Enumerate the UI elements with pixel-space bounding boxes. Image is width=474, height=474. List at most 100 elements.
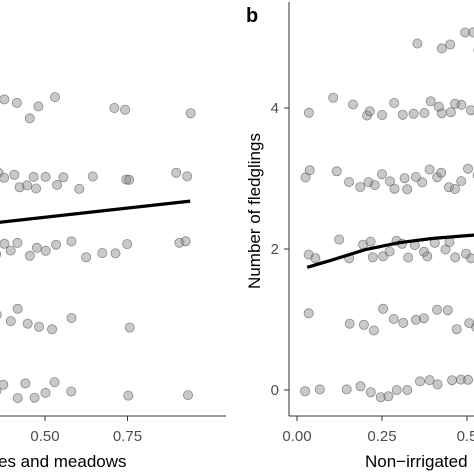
- scatter-point: [81, 252, 92, 263]
- panel-a-x-axis-title: es and meadows: [0, 452, 127, 471]
- panel-a-fit-line: [0, 199, 191, 224]
- scatter-point: [445, 39, 456, 50]
- scatter-point: [424, 164, 435, 175]
- scatter-point: [49, 377, 60, 388]
- panel-a: 0.50 0.75 es and meadows: [0, 92, 226, 471]
- scatter-point: [414, 376, 425, 387]
- panel-b-y-tick-label: 2: [271, 241, 279, 258]
- scatter-point: [14, 182, 25, 193]
- panel-b: b 0 2 4 0.00 0.25 0.5 Number of fledglings N…: [245, 2, 474, 471]
- scatter-point: [51, 239, 62, 250]
- scatter-point: [31, 183, 42, 194]
- scatter-point: [0, 250, 2, 258]
- scatter-point: [66, 386, 77, 397]
- scatter-point: [5, 245, 16, 256]
- scatter-point: [384, 176, 395, 187]
- panel-b-y-axis-title: Number of fledglings: [245, 133, 264, 289]
- scatter-point: [383, 391, 394, 402]
- scatter-point: [303, 107, 314, 118]
- scatter-point: [412, 38, 423, 49]
- scatter-point: [171, 167, 182, 178]
- scatter-point: [34, 321, 45, 332]
- scatter-point: [402, 384, 413, 395]
- scatter-point: [12, 393, 23, 404]
- scatter-point: [369, 180, 380, 191]
- scatter-point: [28, 171, 39, 182]
- scatter-point: [377, 110, 388, 121]
- scatter-point: [124, 322, 135, 333]
- scatter-point: [50, 92, 61, 103]
- scatter-point: [432, 379, 443, 390]
- scatter-point: [403, 252, 414, 263]
- scatter-point: [364, 106, 375, 117]
- scatter-point: [110, 248, 121, 259]
- scatter-point: [12, 303, 23, 314]
- scatter-point: [29, 392, 40, 403]
- panel-a-x-tick-label: 0.75: [113, 428, 142, 445]
- scatter-point: [31, 242, 42, 253]
- scatter-point: [408, 108, 419, 119]
- scatter-point: [304, 165, 315, 176]
- scatter-point: [303, 308, 314, 319]
- scatter-point: [185, 108, 196, 119]
- scatter-point: [180, 236, 191, 247]
- scatter-point: [417, 177, 428, 188]
- scatter-point: [124, 174, 135, 185]
- scatter-point: [40, 171, 51, 182]
- panel-b-x-ticks: 0.00 0.25 0.5: [282, 416, 474, 445]
- scatter-point: [328, 92, 339, 103]
- scatter-point: [436, 43, 447, 54]
- scatter-point: [182, 171, 193, 182]
- scatter-point: [314, 384, 325, 395]
- panel-a-x-tick-label: 0.50: [30, 428, 59, 445]
- scatter-point: [344, 318, 355, 329]
- scatter-point: [399, 173, 410, 184]
- scatter-point: [310, 253, 321, 264]
- scatter-point: [0, 238, 10, 249]
- scatter-point: [432, 304, 443, 315]
- scatter-point: [368, 325, 379, 336]
- scatter-point: [436, 167, 447, 178]
- scatter-point: [376, 169, 387, 180]
- panel-b-tag: b: [246, 5, 258, 27]
- scatter-point: [22, 318, 33, 329]
- scatter-point: [174, 237, 185, 248]
- panel-b-fit-line: [306, 233, 474, 269]
- scatter-point: [20, 378, 31, 389]
- scatter-point: [442, 305, 453, 316]
- scatter-point: [419, 108, 430, 119]
- scatter-point: [343, 176, 354, 187]
- scatter-point: [402, 184, 413, 195]
- scatter-point: [365, 236, 376, 247]
- scatter-point: [0, 387, 2, 395]
- scatter-point: [0, 94, 10, 105]
- scatter-point: [9, 169, 20, 180]
- scatter-point: [389, 183, 400, 194]
- scatter-point: [367, 252, 378, 263]
- scatter-point: [66, 312, 77, 323]
- scatter-point: [468, 27, 474, 38]
- scatter-point: [300, 386, 311, 397]
- scatter-point: [74, 183, 85, 194]
- scatter-point: [447, 375, 458, 386]
- scatter-point: [355, 381, 366, 392]
- scatter-point: [109, 103, 120, 114]
- scatter-point: [120, 104, 131, 115]
- scatter-point: [5, 316, 16, 327]
- scatter-point: [424, 375, 435, 386]
- panel-b-x-tick-label: 0.00: [282, 428, 311, 445]
- scatter-point: [445, 107, 456, 118]
- scatter-point: [456, 176, 467, 187]
- panel-b-y-ticks: 0 2 4: [271, 100, 289, 399]
- scatter-point: [24, 250, 35, 261]
- scatter-point: [331, 166, 342, 177]
- scatter-point: [397, 109, 408, 120]
- scatter-point: [449, 183, 460, 194]
- scatter-point: [121, 174, 132, 185]
- scatter-point: [47, 324, 58, 335]
- scatter-point: [355, 181, 366, 192]
- panel-a-points: [0, 92, 196, 404]
- panel-b-points: [300, 27, 474, 403]
- scatter-point: [358, 319, 369, 330]
- scatter-point: [375, 392, 386, 403]
